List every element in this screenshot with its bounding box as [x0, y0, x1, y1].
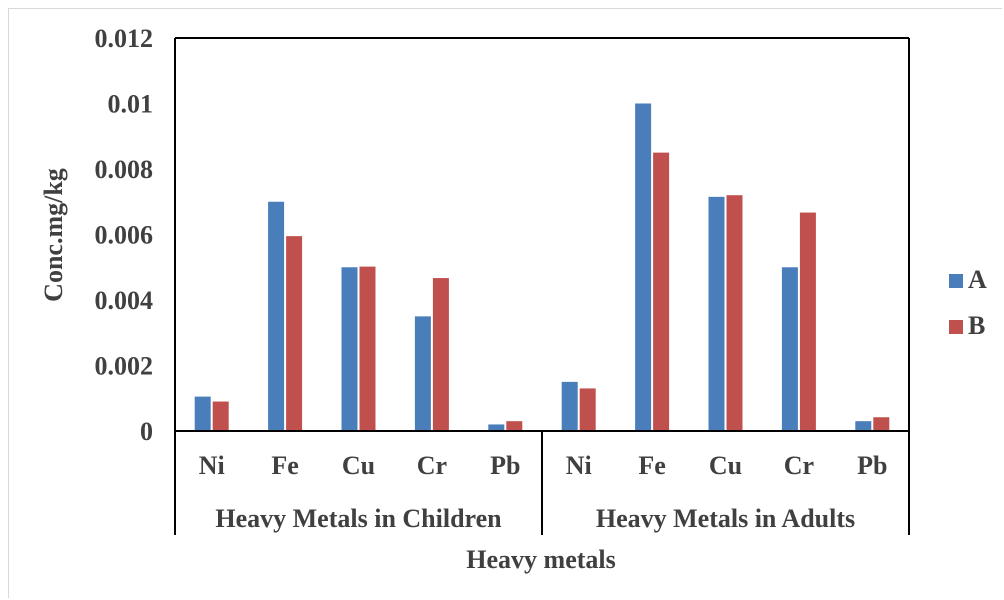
legend: AB [949, 265, 987, 340]
y-tick-label: 0.002 [95, 352, 154, 381]
axes [174, 37, 910, 535]
x-tick-label: Fe [271, 451, 298, 480]
bar-B-ni-adults [579, 388, 596, 431]
bar-A-cr-children [414, 316, 431, 431]
x-tick-label: Pb [490, 451, 520, 480]
bars [194, 103, 890, 431]
bar-A-fe-children [268, 201, 285, 431]
x-tick-label: Cr [784, 451, 814, 480]
x-tick-label: Ni [566, 451, 592, 480]
bar-B-cr-adults [799, 212, 816, 431]
chart-area [8, 8, 1002, 598]
legend-swatch-A [949, 274, 963, 288]
y-tick-label: 0.004 [95, 286, 154, 315]
bar-B-ni-children [212, 401, 229, 431]
bar-A-pb-adults [855, 421, 872, 431]
bar-B-fe-adults [653, 152, 670, 431]
group-label: Heavy Metals in Children [215, 504, 502, 533]
legend-swatch-B [949, 320, 963, 334]
y-axis-ticks: 0 0.002 0.004 0.006 0.008 0.01 0.012 [95, 24, 154, 446]
y-tick-label: 0.006 [95, 221, 154, 250]
bar-A-cr-adults [781, 267, 798, 431]
x-tick-label: Pb [857, 451, 887, 480]
y-axis-title: Conc.mg/kg [39, 168, 68, 302]
bar-B-pb-adults [873, 417, 890, 431]
bar-B-pb-children [506, 421, 523, 431]
y-tick-label: 0.008 [95, 155, 154, 184]
bar-A-fe-adults [635, 103, 652, 431]
x-axis-ticks: Ni Fe Cu Cr Pb Ni Fe Cu Cr Pb [199, 451, 888, 480]
bar-A-pb-children [488, 424, 505, 431]
bar-A-ni-children [194, 396, 211, 431]
group-label: Heavy Metals in Adults [596, 504, 855, 533]
y-tick-label: 0 [140, 417, 153, 446]
legend-label-A: A [968, 265, 987, 294]
bar-B-cu-children [359, 266, 376, 431]
x-axis-title: Heavy metals [466, 545, 615, 574]
legend-label-B: B [968, 311, 985, 340]
x-tick-label: Cu [342, 451, 375, 480]
x-tick-label: Fe [638, 451, 665, 480]
group-labels: Heavy Metals in Children Heavy Metals in … [215, 504, 855, 533]
y-tick-label: 0.01 [108, 90, 154, 119]
x-tick-label: Cr [417, 451, 447, 480]
bar-B-fe-children [286, 236, 303, 431]
bar-A-cu-adults [708, 196, 725, 431]
bar-B-cu-adults [726, 195, 743, 431]
y-tick-label: 0.012 [95, 24, 154, 53]
bar-A-cu-children [341, 267, 358, 431]
x-tick-label: Ni [199, 451, 225, 480]
bar-A-ni-adults [561, 381, 578, 431]
bar-B-cr-children [432, 278, 449, 431]
x-tick-label: Cu [709, 451, 742, 480]
